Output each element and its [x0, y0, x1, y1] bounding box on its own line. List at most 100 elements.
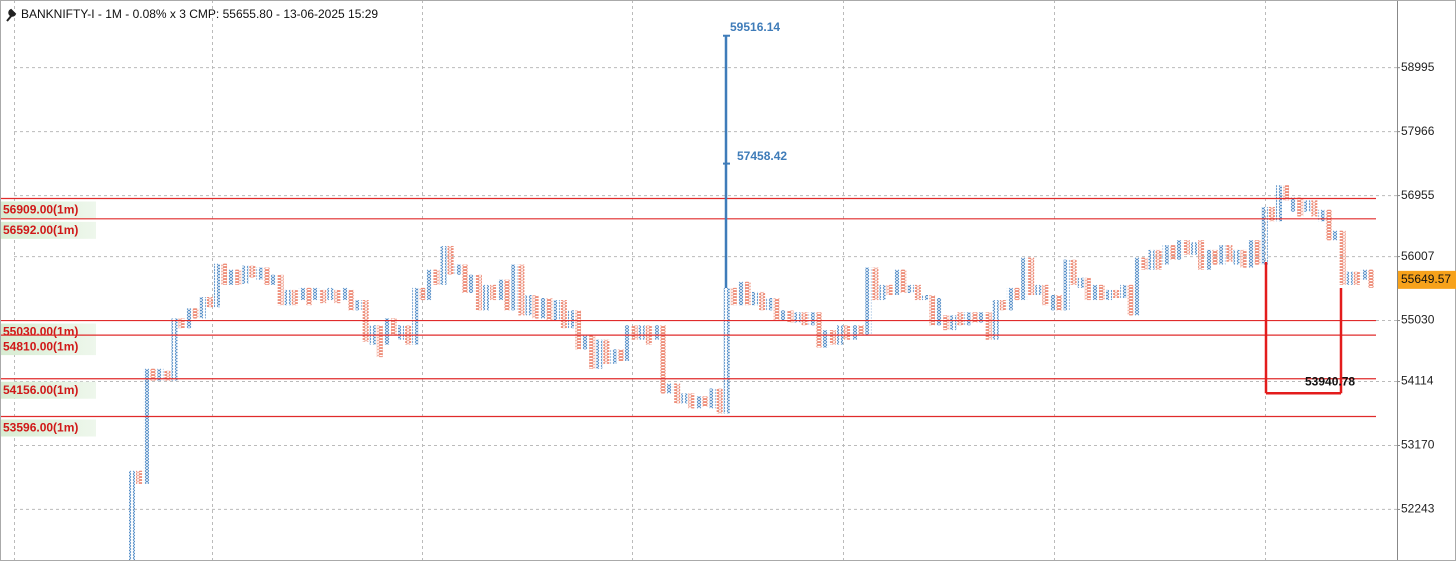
x-column: [596, 339, 603, 369]
level-label-bg: [0, 381, 96, 399]
o-column: [1226, 245, 1233, 262]
o-column: [1212, 249, 1219, 265]
o-column: [1169, 245, 1176, 260]
x-column: [1106, 289, 1113, 301]
x-column: [143, 368, 150, 484]
x-column: [497, 279, 504, 301]
o-column: [971, 312, 978, 323]
x-column: [780, 310, 787, 321]
o-column: [759, 291, 766, 311]
x-column: [921, 295, 928, 301]
x-column: [1219, 245, 1226, 265]
target-high-label: 59516.14: [730, 20, 780, 34]
o-column: [447, 245, 454, 275]
x-column: [553, 300, 560, 321]
level-label-bg: [0, 323, 96, 341]
x-column: [129, 470, 135, 561]
last-price-box: [1398, 270, 1456, 289]
x-column: [185, 308, 192, 329]
o-column: [886, 284, 893, 296]
x-column: [610, 349, 617, 364]
x-column: [582, 334, 589, 350]
o-column: [744, 281, 751, 306]
x-column: [199, 297, 206, 319]
o-column: [192, 308, 199, 319]
level-label-bg: [0, 201, 96, 219]
x-column: [1261, 206, 1268, 265]
o-column: [320, 289, 327, 304]
x-column: [284, 289, 291, 306]
x-column: [1077, 277, 1084, 288]
o-column: [1098, 284, 1105, 301]
x-column: [865, 267, 872, 335]
x-column: [412, 287, 419, 345]
level-label: 56592.00(1m): [3, 223, 78, 237]
x-column: [1063, 259, 1070, 311]
o-column: [518, 264, 525, 316]
y-tick-label: 56955: [1401, 188, 1435, 202]
o-column: [1127, 284, 1134, 316]
x-column: [256, 267, 263, 280]
x-column: [1091, 284, 1098, 301]
x-column: [822, 330, 829, 348]
columns: [129, 185, 1374, 561]
o-column: [334, 289, 341, 304]
o-column: [575, 310, 582, 350]
o-column: [277, 274, 284, 306]
o-column: [433, 269, 440, 285]
o-column: [660, 325, 666, 394]
x-column: [652, 325, 659, 340]
y-tick-label: 56007: [1401, 249, 1435, 263]
x-column: [723, 287, 730, 414]
x-column: [964, 312, 971, 326]
o-column: [943, 315, 950, 331]
x-column: [228, 269, 235, 285]
x-column: [539, 298, 546, 319]
o-column: [164, 370, 171, 381]
x-column: [1120, 284, 1127, 299]
o-column: [872, 267, 879, 301]
o-column: [1254, 240, 1261, 265]
x-column: [1035, 284, 1042, 296]
wrench-icon: [6, 8, 17, 22]
o-column: [376, 325, 383, 358]
o-column: [1113, 289, 1120, 299]
x-column: [667, 383, 674, 394]
o-column: [136, 470, 143, 484]
x-column: [327, 287, 334, 301]
level-label-bg: [0, 221, 96, 239]
o-column: [1268, 206, 1275, 222]
level-label: 56909.00(1m): [3, 203, 78, 217]
x-column: [1360, 269, 1367, 280]
o-column: [390, 318, 397, 335]
x-column: [1134, 257, 1141, 316]
o-column: [631, 325, 638, 340]
x-column: [638, 325, 645, 340]
x-column: [794, 312, 801, 323]
x-column: [242, 265, 249, 284]
o-column: [929, 295, 936, 326]
x-column: [398, 325, 405, 340]
o-column: [914, 284, 921, 301]
o-column: [263, 267, 270, 285]
x-column: [313, 287, 320, 301]
o-column: [603, 339, 610, 364]
x-column: [483, 284, 489, 311]
target-mid-label: 57458.42: [737, 149, 787, 163]
x-column: [298, 287, 305, 301]
o-column: [1155, 249, 1162, 270]
x-column: [1049, 295, 1056, 311]
o-column: [306, 287, 312, 306]
o-column: [475, 274, 482, 311]
y-tick-label: 57966: [1401, 124, 1435, 138]
x-column: [383, 318, 390, 345]
o-column: [716, 388, 723, 414]
o-column: [560, 300, 567, 329]
x-column: [624, 325, 631, 361]
target-low-label: 53940.78: [1305, 374, 1355, 388]
x-column: [1006, 287, 1013, 311]
o-column: [1070, 259, 1077, 285]
o-column: [1283, 185, 1290, 201]
o-column: [1311, 200, 1318, 217]
o-column: [1183, 240, 1190, 255]
